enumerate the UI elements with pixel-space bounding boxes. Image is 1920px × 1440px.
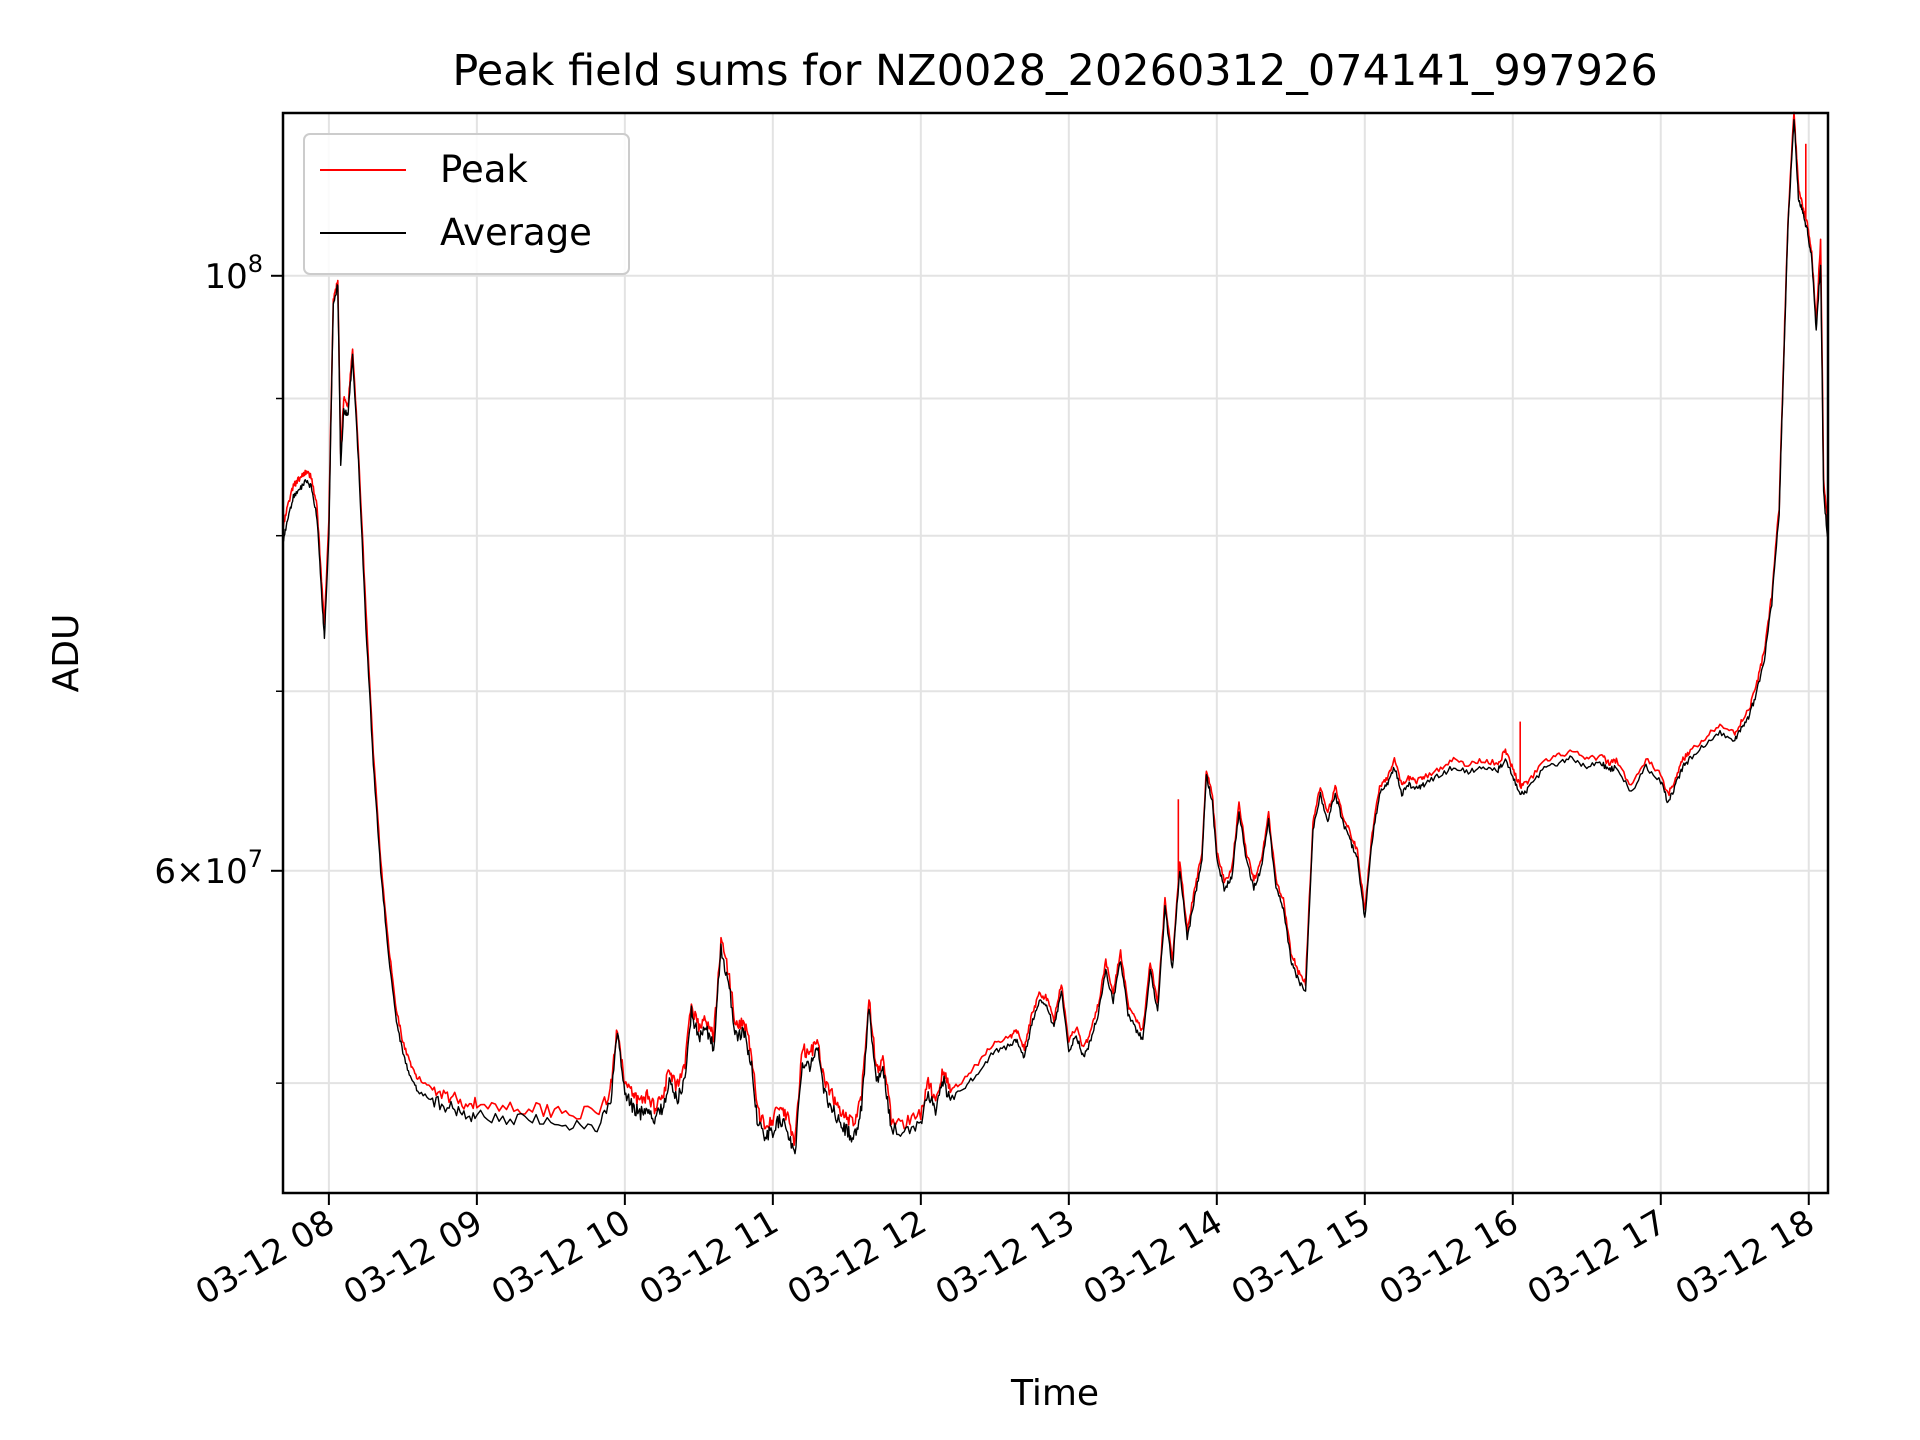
series-group: [282, 111, 1829, 1155]
legend-label-average: Average: [440, 211, 592, 254]
legend: Peak Average: [303, 133, 630, 275]
y-tick-label-part: 10: [204, 852, 247, 892]
y-tick-exponent: 7: [248, 845, 263, 873]
series-line-average: [282, 119, 1829, 1155]
plot-frame: [281, 111, 1830, 1195]
grid-lines: [283, 113, 1828, 1193]
series-line-peak: [282, 111, 1829, 1146]
y-tick-label: 6×107: [154, 845, 263, 892]
y-tick-label-part: 10: [204, 257, 247, 297]
y-axis-label: ADU: [46, 614, 87, 693]
legend-label-peak: Peak: [440, 148, 528, 191]
chart-title: Peak field sums for NZ0028_20260312_0741…: [452, 46, 1657, 96]
y-tick-label: 108: [204, 250, 263, 297]
y-tick-label-part: 6: [154, 852, 176, 892]
x-axis-label: Time: [1010, 1373, 1099, 1414]
y-tick-label-part: ×: [176, 852, 205, 892]
y-tick-exponent: 8: [248, 250, 263, 278]
